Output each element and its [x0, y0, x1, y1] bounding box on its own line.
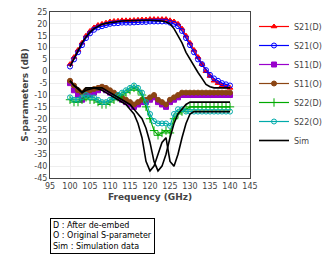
svg-text:110: 110 — [102, 182, 117, 191]
svg-text:20: 20 — [37, 20, 47, 29]
svg-text:-5: -5 — [39, 79, 47, 88]
svg-text:-45: -45 — [34, 174, 47, 183]
svg-text:25: 25 — [37, 8, 47, 17]
svg-text:Sim: Sim — [294, 137, 309, 146]
svg-text:D : After de-embedO : Original: D : After de-embedO : Original S-paramet… — [53, 221, 152, 251]
svg-text:S21(O): S21(O) — [294, 42, 322, 51]
svg-text:140: 140 — [222, 182, 237, 191]
svg-text:105: 105 — [82, 182, 97, 191]
svg-text:10: 10 — [37, 43, 47, 52]
svg-text:-30: -30 — [34, 138, 47, 147]
svg-text:100: 100 — [62, 182, 77, 191]
svg-text:S21(D): S21(D) — [294, 23, 322, 32]
svg-text:145: 145 — [242, 182, 257, 191]
svg-text:0: 0 — [42, 67, 47, 76]
svg-text:120: 120 — [142, 182, 157, 191]
svg-text:-20: -20 — [34, 115, 47, 124]
svg-text:-10: -10 — [34, 91, 47, 100]
svg-text:125: 125 — [162, 182, 177, 191]
svg-text:-25: -25 — [34, 126, 47, 135]
svg-text:S-parameters (dB): S-parameters (dB) — [20, 48, 30, 142]
svg-text:S22(O): S22(O) — [294, 118, 322, 127]
svg-text:5: 5 — [42, 55, 47, 64]
svg-text:15: 15 — [37, 32, 47, 41]
svg-text:135: 135 — [202, 182, 217, 191]
svg-text:-40: -40 — [34, 162, 47, 171]
svg-text:S22(D): S22(D) — [294, 99, 322, 108]
svg-text:Frequency (GHz): Frequency (GHz) — [108, 192, 192, 202]
svg-text:S11(D): S11(D) — [294, 61, 322, 70]
svg-text:S11(O): S11(O) — [294, 80, 322, 89]
svg-text:95: 95 — [45, 182, 55, 191]
svg-text:115: 115 — [122, 182, 137, 191]
svg-text:-15: -15 — [34, 103, 47, 112]
svg-text:130: 130 — [182, 182, 197, 191]
svg-text:-35: -35 — [34, 150, 47, 159]
